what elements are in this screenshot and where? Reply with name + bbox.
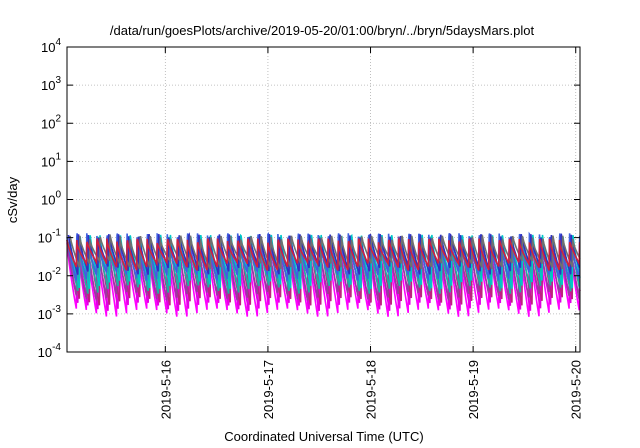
x-tick-label: 2019-5-16: [158, 360, 173, 419]
y-tick-label-exponent: 2: [55, 113, 61, 124]
series-line: [66, 235, 581, 301]
y-tick-label-base: 10: [41, 78, 55, 93]
y-tick-label: 104: [41, 37, 61, 55]
y-tick-label-base: 10: [38, 231, 52, 246]
y-tick-label-exponent: -3: [52, 304, 61, 315]
y-tick-label: 103: [41, 75, 61, 93]
x-tick-label: 2019-5-19: [466, 360, 481, 419]
chart-title: /data/run/goesPlots/archive/2019-05-20/0…: [110, 23, 535, 38]
x-tick-label: 2019-5-17: [261, 360, 276, 419]
series-line: [66, 236, 581, 271]
y-tick-label-exponent: 0: [55, 190, 61, 201]
y-tick-label: 102: [41, 113, 61, 131]
y-tick-label-exponent: 1: [55, 151, 61, 162]
series-line: [66, 237, 581, 317]
y-tick-label: 101: [41, 151, 61, 169]
y-tick-label-exponent: 4: [55, 37, 61, 48]
x-tick-label: 2019-5-20: [569, 360, 584, 419]
y-tick-label-base: 10: [38, 345, 52, 360]
x-axis-label: Coordinated Universal Time (UTC): [224, 429, 423, 444]
series-layer: [66, 231, 581, 317]
y-tick-label-base: 10: [41, 116, 55, 131]
y-tick-label-base: 10: [38, 269, 52, 284]
series-line: [69, 233, 581, 270]
y-tick-label-base: 10: [41, 154, 55, 169]
y-tick-label: 10-3: [38, 304, 62, 322]
grid: [67, 47, 580, 352]
y-tick-label-base: 10: [41, 40, 55, 55]
y-tick-label-base: 10: [41, 193, 55, 208]
ticks: 10-410-310-210-11001011021031042019-5-16…: [38, 37, 584, 419]
y-tick-label-base: 10: [38, 307, 52, 322]
y-tick-label-exponent: -2: [52, 266, 61, 277]
y-tick-label-exponent: -4: [52, 342, 61, 353]
y-tick-label: 10-2: [38, 266, 62, 284]
y-tick-label: 10-4: [38, 342, 62, 360]
y-tick-label-exponent: 3: [55, 75, 61, 86]
y-axis-label: cSv/day: [5, 176, 20, 223]
y-tick-label-exponent: -1: [52, 228, 61, 239]
y-tick-label: 100: [41, 190, 61, 208]
series-line: [66, 231, 581, 281]
x-tick-label: 2019-5-18: [364, 360, 379, 419]
plot-frame: [66, 46, 581, 353]
y-tick-label: 10-1: [38, 228, 62, 246]
